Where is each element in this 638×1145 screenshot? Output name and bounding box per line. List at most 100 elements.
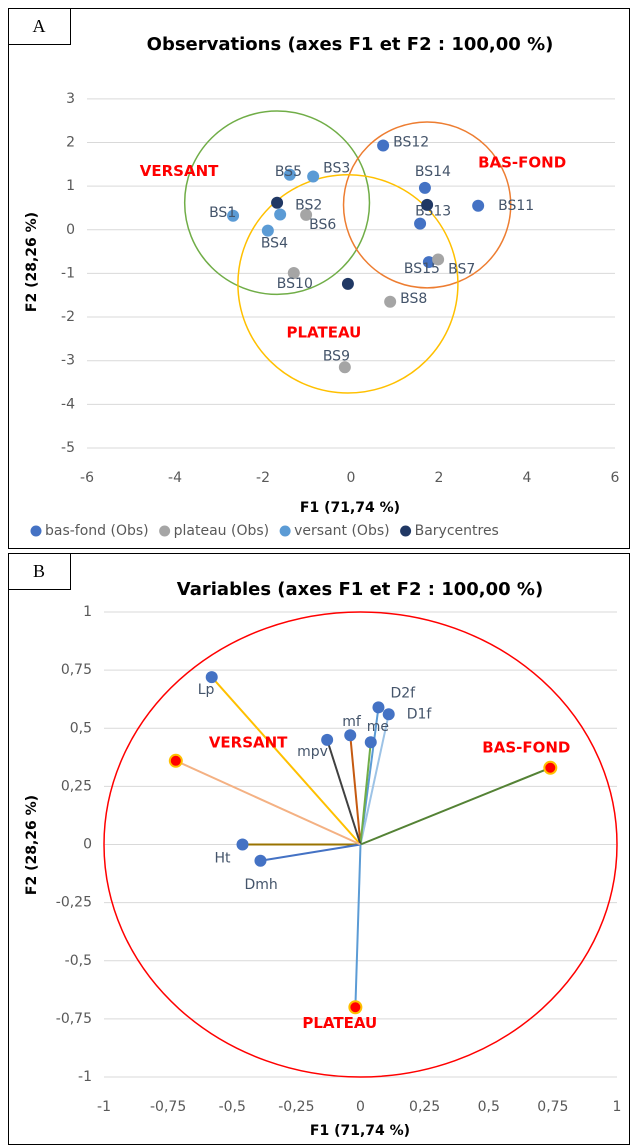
legend-marker — [400, 525, 412, 537]
point — [321, 733, 334, 746]
point-label: BS9 — [323, 348, 350, 364]
group-circle — [237, 174, 459, 394]
y-tick-label: 0,5 — [70, 720, 92, 736]
y-tick-label: 2 — [66, 134, 75, 150]
vector — [260, 843, 361, 862]
correlation-circle — [103, 611, 618, 1078]
x-tick-label: -4 — [168, 470, 182, 486]
point — [168, 753, 183, 768]
y-tick-label: -2 — [61, 309, 75, 325]
point-label: Lp — [198, 682, 215, 698]
point-label: Dmh — [244, 877, 277, 893]
point — [432, 253, 445, 266]
point — [287, 266, 300, 279]
group-label: BAS-FOND — [478, 153, 566, 171]
x-tick-label: -0,5 — [219, 1099, 246, 1115]
point-label: BS10 — [277, 276, 313, 292]
chart-title: Observations (axes F1 et F2 : 100,00 %) — [147, 34, 554, 55]
legend-label: bas-fond (Obs) — [45, 523, 149, 539]
vector — [359, 714, 390, 845]
point — [472, 199, 485, 212]
x-tick-label: -0,25 — [278, 1099, 314, 1115]
x-tick-label: 0,5 — [478, 1099, 500, 1115]
vector — [359, 742, 372, 845]
point-label: BS5 — [275, 164, 302, 180]
x-tick-label: 2 — [435, 470, 444, 486]
point-label: BS8 — [400, 291, 427, 307]
x-tick-label: 4 — [523, 470, 532, 486]
y-tick-label: 0,75 — [61, 662, 92, 678]
group-label: PLATEAU — [287, 323, 362, 341]
vector — [349, 735, 362, 845]
vector — [354, 844, 362, 1008]
x-tick-label: -2 — [256, 470, 270, 486]
y-tick-label: -5 — [61, 440, 75, 456]
point-label: BS12 — [393, 135, 429, 151]
point-label: Ht — [215, 851, 232, 867]
x-tick-label: 1 — [613, 1099, 622, 1115]
point — [414, 217, 427, 230]
point — [418, 181, 431, 194]
y-tick-label: -1 — [78, 1069, 92, 1085]
y-tick-label: -3 — [61, 353, 75, 369]
y-tick-label: 3 — [66, 91, 75, 107]
panel-tag: A — [33, 16, 46, 36]
chart-title: Variables (axes F1 et F2 : 100,00 %) — [177, 579, 543, 600]
legend-label: plateau (Obs) — [174, 523, 269, 539]
x-tick-label: -0,75 — [150, 1099, 186, 1115]
x-axis-label: F1 (71,74 %) — [300, 500, 400, 516]
point — [382, 708, 395, 721]
group-circle — [342, 121, 512, 289]
y-tick-label: -0,5 — [65, 953, 92, 969]
point-label: BS15 — [404, 261, 440, 277]
y-tick-label: -1 — [61, 265, 75, 281]
point — [227, 209, 240, 222]
y-tick-label: 1 — [83, 604, 92, 620]
point-label: VERSANT — [209, 733, 288, 751]
group-circle — [183, 110, 371, 296]
y-tick-label: -0,75 — [56, 1011, 92, 1027]
point — [377, 139, 390, 152]
point — [341, 277, 354, 290]
panel-border — [8, 8, 630, 549]
point — [205, 671, 218, 684]
legend-marker — [159, 525, 171, 537]
vector — [360, 766, 551, 846]
point-label: mpv — [297, 744, 328, 760]
y-tick-label: 1 — [66, 178, 75, 194]
x-tick-label: 0,25 — [409, 1099, 440, 1115]
y-tick-label: 0 — [83, 837, 92, 853]
point — [348, 1000, 363, 1015]
point — [307, 170, 320, 183]
point — [283, 168, 296, 181]
panel-border — [8, 553, 630, 1145]
point — [384, 295, 397, 308]
x-tick-label: 0 — [347, 470, 356, 486]
x-axis-label: F1 (71,74 %) — [310, 1123, 410, 1139]
group-label: VERSANT — [140, 162, 219, 180]
y-tick-label: -4 — [61, 396, 75, 412]
point-label: BS13 — [415, 204, 451, 220]
y-axis-label: F2 (28,26 %) — [24, 795, 40, 895]
x-tick-label: 0,75 — [537, 1099, 568, 1115]
point — [344, 729, 357, 742]
point-label: BS11 — [498, 198, 534, 214]
point — [421, 198, 434, 211]
legend-label: versant (Obs) — [294, 523, 389, 539]
point-label: BS2 — [295, 197, 322, 213]
y-tick-label: -0,25 — [56, 895, 92, 911]
y-axis-label: F2 (28,26 %) — [24, 212, 40, 312]
point-label: D1f — [407, 706, 433, 722]
point — [372, 701, 385, 714]
point — [254, 854, 267, 867]
y-tick-label: 0 — [66, 222, 75, 238]
point-label: BAS-FOND — [482, 738, 570, 756]
vector — [210, 676, 362, 846]
point — [364, 736, 377, 749]
point-label: PLATEAU — [302, 1014, 377, 1032]
point-label: mf — [342, 714, 362, 730]
x-tick-label: 6 — [611, 470, 620, 486]
point-label: me — [367, 719, 389, 735]
point — [274, 208, 287, 221]
point — [422, 256, 435, 269]
